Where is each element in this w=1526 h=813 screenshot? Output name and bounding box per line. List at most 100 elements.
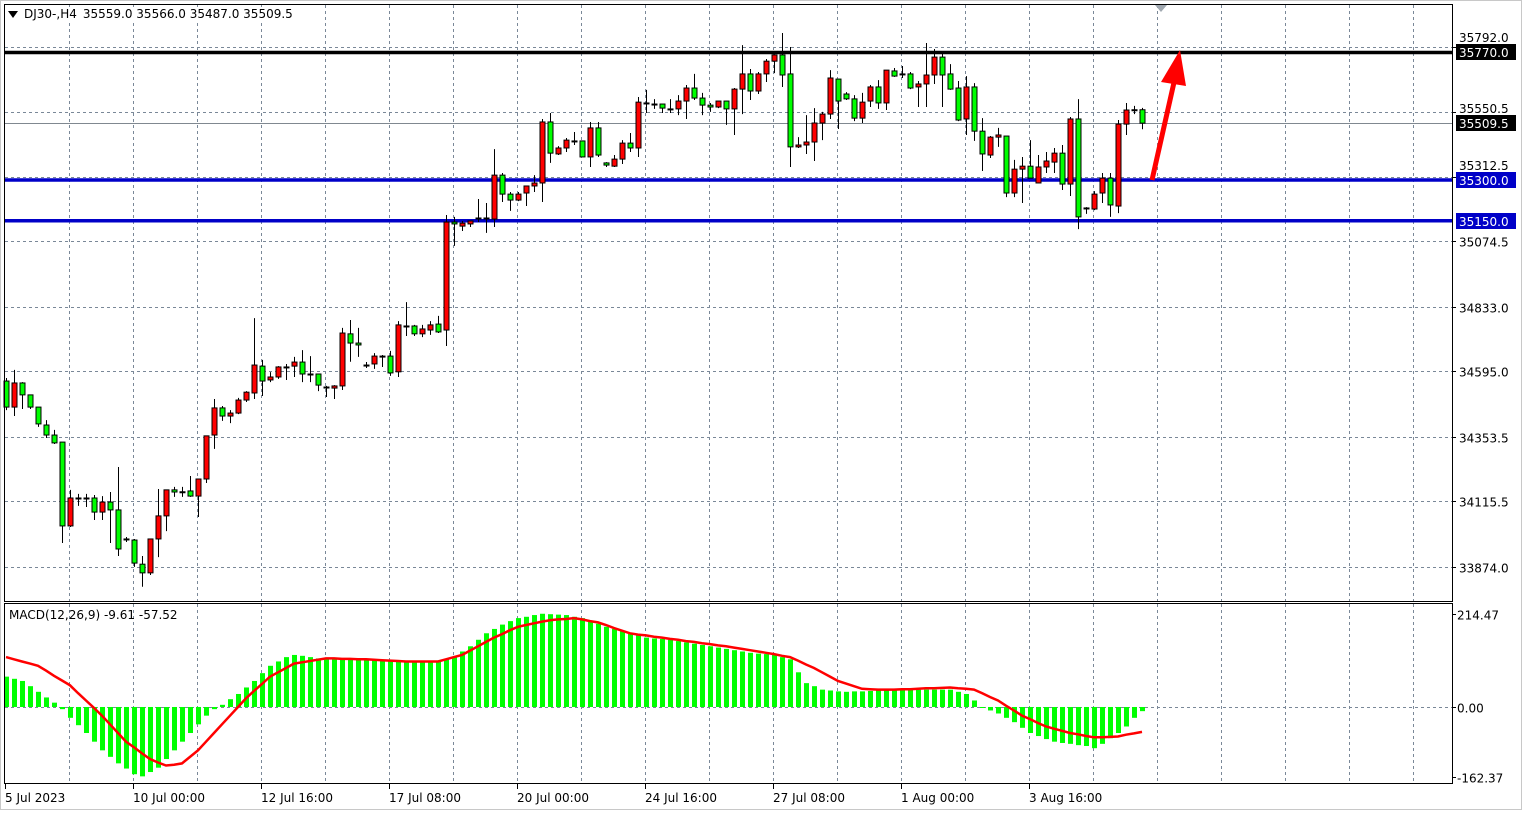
macd-histogram-bar: [996, 706, 1001, 714]
candle: [491, 149, 498, 227]
bull-candle-body: [331, 385, 338, 389]
trend-arrow[interactable]: [1149, 50, 1186, 181]
bear-candle-body: [411, 325, 418, 335]
bull-candle-body: [1067, 118, 1074, 185]
price-axis-label: 34353.5: [1459, 432, 1509, 446]
bull-candle-body: [163, 489, 170, 517]
candle: [803, 115, 810, 154]
macd-histogram-bar: [316, 658, 321, 707]
candle: [611, 155, 618, 167]
candle: [67, 489, 74, 528]
arrow-head-icon[interactable]: [1161, 50, 1186, 86]
macd-histogram-bar: [756, 653, 761, 707]
macd-histogram-bar: [260, 673, 265, 707]
bull-candle-body: [523, 185, 530, 194]
macd-histogram-bar: [604, 626, 609, 707]
candle: [275, 366, 282, 379]
macd-histogram-bar: [492, 628, 497, 707]
candle: [1051, 147, 1058, 173]
candle: [395, 321, 402, 377]
bull-candle-body: [515, 193, 522, 201]
time-axis-label: 3 Aug 16:00: [1029, 791, 1102, 805]
candle: [155, 489, 162, 558]
candle: [1139, 107, 1146, 130]
macd-histogram-bar: [628, 633, 633, 707]
macd-histogram-bar: [468, 646, 473, 707]
bear-candle-body: [723, 100, 730, 110]
candle: [235, 397, 242, 415]
bull-candle-body: [643, 102, 650, 105]
bull-candle-body: [227, 412, 234, 417]
macd-histogram-bar: [692, 643, 697, 707]
macd-histogram-bar: [148, 706, 153, 773]
candle: [411, 324, 418, 337]
bull-candle-body: [555, 147, 562, 155]
macd-histogram-bar: [236, 693, 241, 707]
bull-candle-body: [795, 144, 802, 148]
candle: [515, 191, 522, 202]
macd-histogram-bar: [404, 661, 409, 707]
chart-shift-marker-icon[interactable]: [1155, 5, 1167, 12]
candle: [475, 198, 482, 223]
candle: [91, 495, 98, 520]
bear-candle-body: [707, 104, 714, 108]
bull-candle-body: [923, 74, 930, 85]
bear-candle-body: [347, 333, 354, 344]
macd-histogram-bar: [932, 689, 937, 707]
macd-histogram-bar: [948, 689, 953, 707]
candle: [1027, 140, 1034, 179]
axes: 35792.0 35550.5 35312.5 35074.5 34833.0 34595…: [5, 31, 1516, 805]
candle: [147, 538, 154, 576]
candle: [331, 385, 338, 399]
candle: [707, 102, 714, 112]
candle: [739, 45, 746, 115]
candle: [211, 398, 218, 449]
bear-candle-body: [59, 441, 66, 527]
macd-histogram-bar: [532, 615, 537, 707]
macd-histogram-bar: [1068, 706, 1073, 744]
candle: [587, 121, 594, 167]
bear-candle-body: [595, 127, 602, 156]
bull-candle-body: [371, 355, 378, 365]
macd-histogram-bar: [620, 631, 625, 707]
candle: [947, 64, 954, 90]
macd-histogram-bar: [100, 706, 105, 751]
macd-histogram-bar: [956, 691, 961, 707]
candle: [883, 69, 890, 110]
candle: [835, 78, 842, 129]
macd-histogram-bar: [372, 660, 377, 707]
macd-histogram-bar: [836, 691, 841, 707]
bull-candle-body: [339, 332, 346, 387]
triangle-down-icon[interactable]: [8, 10, 18, 18]
candle: [763, 58, 770, 83]
bull-candle-body: [483, 217, 490, 220]
bear-candle-body: [747, 73, 754, 92]
bear-candle-body: [659, 103, 666, 109]
support-price-tag: 35300.0: [1459, 174, 1509, 188]
macd-histogram-bar: [28, 686, 33, 707]
arrow-shaft[interactable]: [1149, 77, 1178, 181]
macd-histogram-bar: [668, 639, 673, 707]
bull-candle-body: [1115, 123, 1122, 207]
bull-candle-body: [155, 515, 162, 540]
time-axis-label: 20 Jul 00:00: [517, 791, 589, 805]
candle: [571, 131, 578, 145]
bear-candle-body: [875, 86, 882, 104]
macd-histogram-bar: [436, 661, 441, 707]
macd-histogram-bar: [644, 637, 649, 707]
macd-histogram-bar: [340, 659, 345, 707]
macd-histogram-bar: [740, 651, 745, 707]
bull-candle-body: [611, 158, 618, 167]
candle: [107, 492, 114, 544]
grid: [5, 5, 1452, 783]
bull-candle-body: [363, 364, 370, 367]
support-price-tag-box: [1456, 172, 1516, 188]
macd-histogram-bar: [580, 618, 585, 707]
horizontal-levels[interactable]: [5, 50, 1452, 223]
bear-candle-body: [115, 509, 122, 550]
bull-candle-body: [379, 355, 386, 358]
time-axis-label: 17 Jul 08:00: [389, 791, 461, 805]
macd-axis-label: -162.37: [1457, 772, 1503, 786]
bear-candle-body: [187, 490, 194, 497]
